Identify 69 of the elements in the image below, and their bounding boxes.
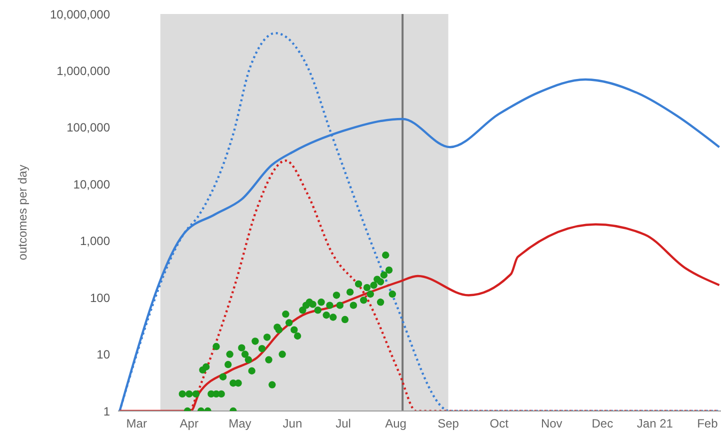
x-tick-label: Feb [697,416,718,431]
point [252,338,259,345]
point [212,342,220,350]
y-tick-label: 1 [103,404,110,418]
point [258,344,266,352]
y-axis-title: outcomes per day [15,164,30,260]
point [350,302,358,309]
point [248,367,256,374]
point [278,350,286,358]
x-tick-label: Apr [180,416,198,431]
y-tick-label: 1,000,000 [56,64,110,78]
y-tick-label: 10,000 [73,177,110,192]
point [282,310,290,318]
point [244,356,252,364]
point [330,314,337,321]
point [332,292,340,299]
y-tick-label: 10 [96,348,110,362]
point [346,288,354,296]
x-tick-label: May [228,416,252,431]
point [354,280,362,288]
x-tick-label: Nov [540,416,562,431]
point [341,316,349,324]
x-tick-label: Jul [336,416,351,431]
x-tick-label: Aug [385,416,406,431]
point [290,326,298,334]
y-tick-label: 10,000,000 [50,7,110,22]
point [376,278,384,286]
y-tick-label: 1,000 [80,234,110,248]
point [226,350,234,358]
point [202,363,210,370]
y-tick-label: 100,000 [66,120,110,135]
point [360,296,368,304]
point [309,300,316,308]
x-tick-label: Oct [490,416,510,431]
point [388,290,396,298]
y-tick-label: 100 [90,290,110,305]
point [234,380,242,387]
point [263,334,271,341]
x-tick-label: Mar [126,416,147,431]
point [219,373,227,380]
point [380,271,388,279]
point [382,252,390,259]
point [265,356,272,364]
point [366,290,374,298]
point [218,390,225,398]
point [275,326,283,334]
point [268,381,276,388]
point [314,306,322,314]
point [192,390,200,398]
point [318,298,325,306]
point [322,312,330,319]
point [299,306,306,314]
point [376,298,384,306]
x-tick-label: Sep [438,416,460,431]
point [238,344,246,352]
point [326,302,334,309]
point [178,390,186,398]
point [224,360,232,368]
point [294,332,302,340]
point [241,350,249,358]
point [285,319,293,326]
point [385,266,393,274]
x-tick-label: Jan 21 [636,416,674,431]
point [186,390,193,398]
point [336,302,344,309]
x-tick-label: Jun [282,416,302,431]
point [363,284,371,292]
x-tick-label: Dec [592,416,614,431]
point [370,282,378,289]
